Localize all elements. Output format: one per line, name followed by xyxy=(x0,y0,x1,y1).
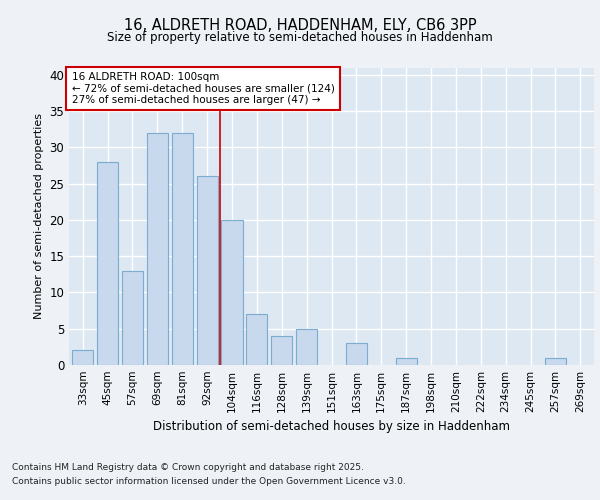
Bar xyxy=(395,358,417,365)
Bar xyxy=(246,314,268,365)
Bar xyxy=(221,220,242,365)
Bar xyxy=(172,133,193,365)
Text: Contains public sector information licensed under the Open Government Licence v3: Contains public sector information licen… xyxy=(12,477,406,486)
Text: Contains HM Land Registry data © Crown copyright and database right 2025.: Contains HM Land Registry data © Crown c… xyxy=(12,464,364,472)
Bar xyxy=(72,350,93,365)
X-axis label: Distribution of semi-detached houses by size in Haddenham: Distribution of semi-detached houses by … xyxy=(153,420,510,434)
Bar xyxy=(346,343,367,365)
Bar xyxy=(197,176,218,365)
Text: 16 ALDRETH ROAD: 100sqm
← 72% of semi-detached houses are smaller (124)
27% of s: 16 ALDRETH ROAD: 100sqm ← 72% of semi-de… xyxy=(71,72,335,105)
Bar xyxy=(122,270,143,365)
Bar xyxy=(147,133,168,365)
Bar xyxy=(296,328,317,365)
Bar xyxy=(545,358,566,365)
Y-axis label: Number of semi-detached properties: Number of semi-detached properties xyxy=(34,114,44,320)
Bar xyxy=(97,162,118,365)
Bar xyxy=(271,336,292,365)
Text: 16, ALDRETH ROAD, HADDENHAM, ELY, CB6 3PP: 16, ALDRETH ROAD, HADDENHAM, ELY, CB6 3P… xyxy=(124,18,476,32)
Text: Size of property relative to semi-detached houses in Haddenham: Size of property relative to semi-detach… xyxy=(107,31,493,44)
